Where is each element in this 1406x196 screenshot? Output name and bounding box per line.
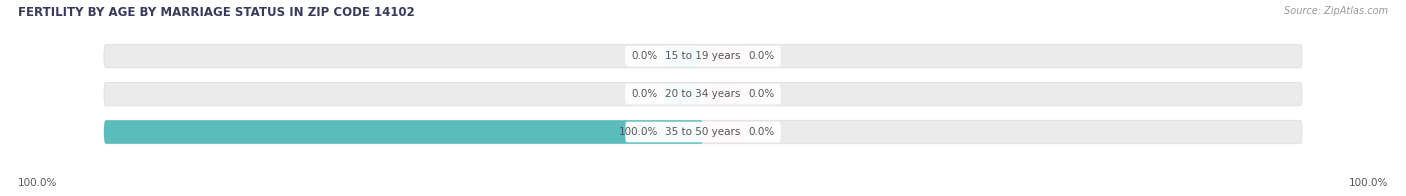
FancyBboxPatch shape [706,122,742,142]
Text: Source: ZipAtlas.com: Source: ZipAtlas.com [1284,6,1388,16]
FancyBboxPatch shape [664,122,700,142]
FancyBboxPatch shape [626,46,780,66]
Text: 0.0%: 0.0% [631,51,658,61]
Text: 0.0%: 0.0% [748,127,775,137]
FancyBboxPatch shape [104,82,1302,106]
FancyBboxPatch shape [626,84,780,104]
Text: 100.0%: 100.0% [619,127,658,137]
FancyBboxPatch shape [104,120,1302,144]
FancyBboxPatch shape [706,84,742,104]
FancyBboxPatch shape [104,44,1302,68]
Text: 100.0%: 100.0% [18,178,58,188]
Text: 0.0%: 0.0% [748,51,775,61]
FancyBboxPatch shape [664,46,700,66]
FancyBboxPatch shape [664,84,700,104]
Text: 20 to 34 years: 20 to 34 years [665,89,741,99]
Text: FERTILITY BY AGE BY MARRIAGE STATUS IN ZIP CODE 14102: FERTILITY BY AGE BY MARRIAGE STATUS IN Z… [18,6,415,19]
FancyBboxPatch shape [706,46,742,66]
Text: 0.0%: 0.0% [748,89,775,99]
Text: 35 to 50 years: 35 to 50 years [665,127,741,137]
Text: 100.0%: 100.0% [1348,178,1388,188]
FancyBboxPatch shape [626,122,780,142]
FancyBboxPatch shape [104,120,703,144]
Text: 0.0%: 0.0% [631,89,658,99]
Text: 15 to 19 years: 15 to 19 years [665,51,741,61]
